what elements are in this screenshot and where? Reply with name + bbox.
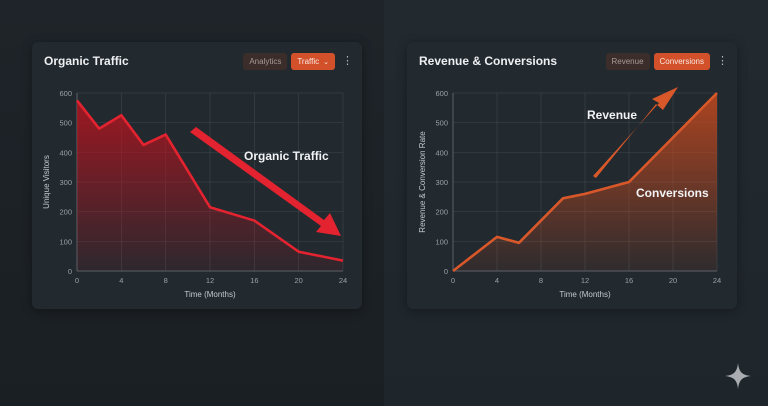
- sparkle-icon: [725, 363, 751, 389]
- y-tick: 100: [59, 237, 72, 246]
- kebab-vertical-icon[interactable]: ⋮: [342, 55, 353, 67]
- x-tick: 0: [451, 276, 455, 285]
- revenue-annotation: Revenue: [587, 108, 637, 122]
- x-axis-label: Time (Months): [559, 290, 611, 299]
- y-tick: 500: [435, 119, 448, 128]
- organic-traffic-annotation: Organic Traffic: [244, 149, 329, 163]
- y-tick: 0: [444, 267, 448, 276]
- x-tick: 20: [294, 276, 302, 285]
- area-fill: [77, 100, 343, 271]
- y-axis-label: Unique Visitors: [42, 155, 51, 209]
- y-tick: 500: [59, 119, 72, 128]
- y-tick: 600: [59, 89, 72, 98]
- trend-arrow-down: [190, 127, 341, 236]
- organic-traffic-chart: 0 4 8 12 16 20 24 0 100 200 300 400 500 600 Time (Mont…: [42, 89, 347, 299]
- chevron-down-icon: ⌄: [323, 58, 329, 66]
- x-tick: 20: [669, 276, 677, 285]
- y-axis-label: Revenue & Conversion Rate: [418, 131, 427, 233]
- card-title: Revenue & Conversions: [419, 54, 558, 68]
- x-tick: 12: [206, 276, 214, 285]
- series-line: [452, 92, 718, 273]
- x-tick: 16: [250, 276, 258, 285]
- button-label: Conversions: [659, 57, 704, 66]
- x-axis-label: Time (Months): [184, 290, 236, 299]
- y-tick: 600: [435, 89, 448, 98]
- button-label: Traffic: [297, 57, 320, 66]
- series-line: [75, 99, 344, 262]
- y-tick: 200: [59, 208, 72, 217]
- area-fill: [453, 93, 717, 271]
- x-tick: 24: [713, 276, 721, 285]
- button-label: Revenue: [611, 57, 644, 66]
- card-toolbar: Analytics Traffic ⌄ ⋮: [243, 53, 353, 70]
- y-tick: 0: [68, 267, 72, 276]
- x-tick: 12: [581, 276, 589, 285]
- kebab-vertical-icon[interactable]: ⋮: [717, 55, 728, 67]
- y-tick: 400: [59, 148, 72, 157]
- revenue-conversions-chart: 0 4 8 12 16 20 24 0 100 200 300 400 500 600 Time (Mont…: [418, 87, 721, 299]
- y-tick: 300: [59, 178, 72, 187]
- y-tick: 300: [435, 178, 448, 187]
- x-tick: 16: [625, 276, 633, 285]
- conversions-button[interactable]: Conversions: [653, 53, 710, 70]
- trend-arrow-up: [593, 87, 678, 178]
- analytics-button[interactable]: Analytics: [243, 53, 288, 70]
- x-tick: 8: [164, 276, 168, 285]
- card-toolbar: Revenue Conversions ⋮: [605, 53, 728, 70]
- revenue-conversions-card: Revenue & Conversions Revenue Conversion…: [407, 42, 737, 309]
- y-tick: 100: [435, 237, 448, 246]
- button-label: Analytics: [249, 57, 282, 66]
- card-title: Organic Traffic: [44, 54, 129, 68]
- x-tick: 4: [495, 276, 499, 285]
- x-tick: 24: [339, 276, 347, 285]
- x-tick: 8: [539, 276, 543, 285]
- x-tick: 0: [75, 276, 79, 285]
- revenue-button[interactable]: Revenue: [605, 53, 650, 70]
- organic-traffic-card: Organic Traffic Analytics Traffic ⌄ ⋮ 0 4 8…: [32, 42, 362, 309]
- conversions-annotation: Conversions: [636, 186, 709, 200]
- x-tick: 4: [119, 276, 123, 285]
- y-tick: 200: [435, 208, 448, 217]
- traffic-dropdown-button[interactable]: Traffic ⌄: [291, 53, 335, 70]
- y-tick: 400: [435, 148, 448, 157]
